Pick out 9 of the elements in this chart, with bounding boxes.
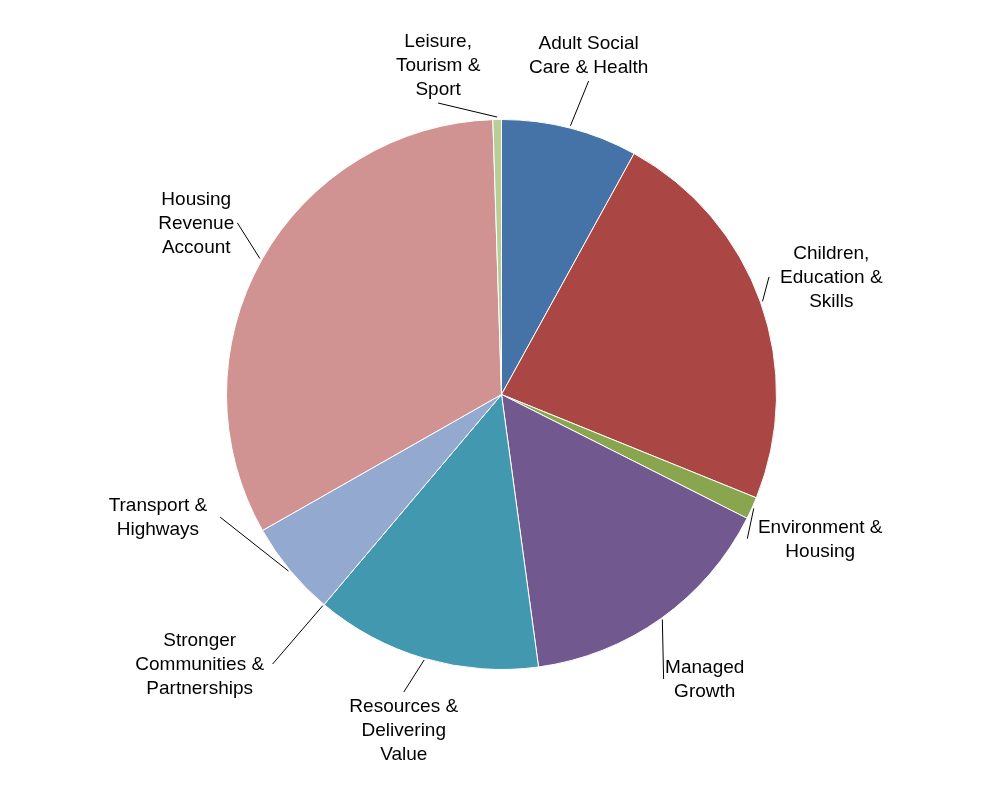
slice-label: Resources & Delivering Value [349,695,459,765]
slice-label: Environment & Housing [757,515,883,561]
slice-label: Housing Revenue Account [158,187,235,257]
slice-label: Transport & Highways [108,494,208,540]
slice-label: Leisure, Tourism & Sport [395,30,481,100]
category-label: Stronger Communities & Partnerships [135,629,265,699]
slice-label: Adult Social Care & Health [528,32,649,78]
slice-label: Children, Education & Skills [780,241,883,311]
slice-label: Managed Growth [665,655,745,701]
